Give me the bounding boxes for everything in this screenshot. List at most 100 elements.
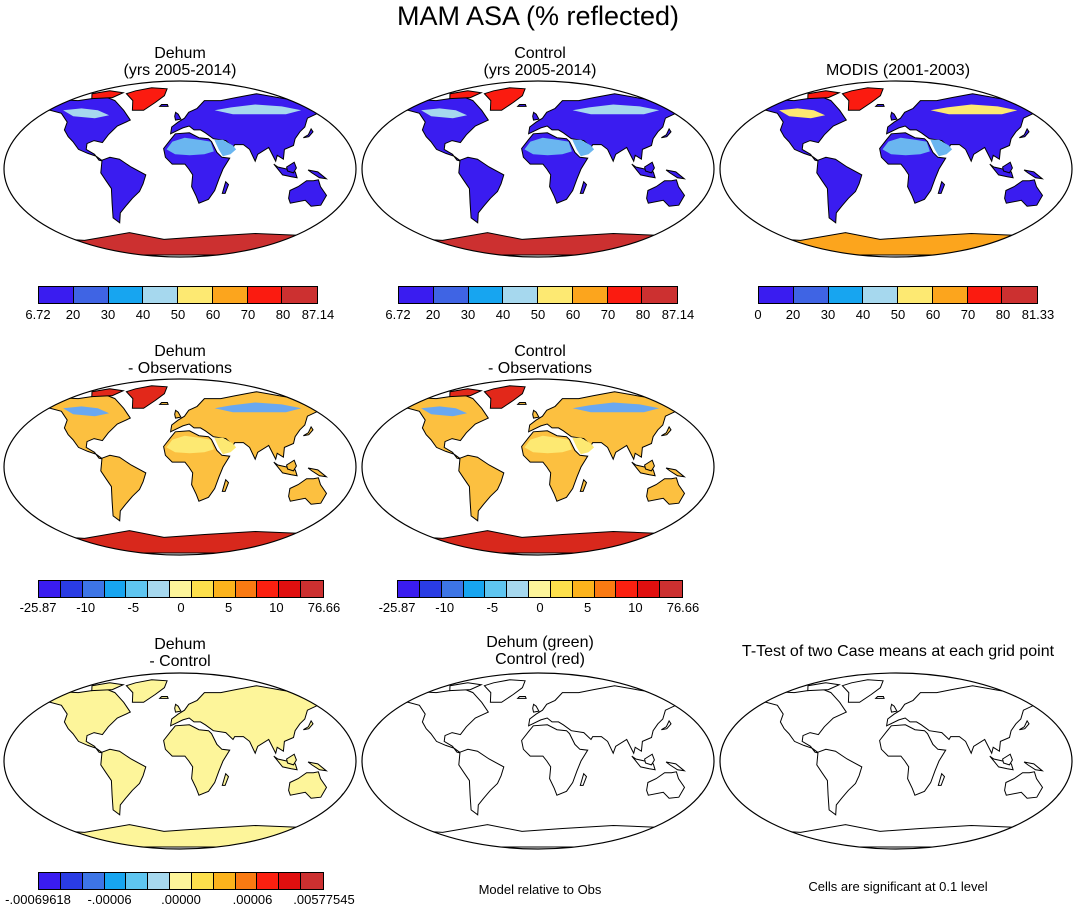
landmass-south-america: [100, 748, 147, 816]
colorbar-swatch: [419, 581, 442, 597]
title-line: (yrs 2005-2014): [123, 62, 237, 79]
title-line: Dehum (green): [486, 634, 594, 651]
colorbar-tick-label: 0: [536, 600, 544, 615]
colorbar-tick-label: 87.14: [301, 307, 335, 322]
landmass-borneo: [1002, 161, 1013, 174]
landmass-north-america: [36, 96, 132, 162]
landmass-south-america: [458, 454, 505, 522]
landmass-new-guinea: [1023, 169, 1045, 180]
title-line: MODIS (2001-2003): [825, 62, 971, 79]
colorbar-swatch: [660, 581, 682, 597]
panel-title-control: Control (yrs 2005-2014): [360, 45, 720, 79]
landmass-arabia: [214, 437, 237, 455]
landmass-boreal-russia: [572, 402, 660, 413]
landmass-borneo: [286, 459, 297, 472]
colorbar-swatch: [148, 581, 171, 597]
colorbar-swatch: [212, 287, 248, 303]
landmass-japan: [661, 719, 672, 731]
landmass-australia: [288, 771, 328, 799]
map-border: [361, 378, 715, 556]
colorbar-tick-label: -.00069618: [5, 892, 71, 907]
landmass-australia: [288, 179, 328, 207]
landmass-japan: [303, 127, 314, 139]
map-control: [360, 80, 716, 258]
landmass-borneo: [286, 161, 297, 174]
title-line: Control: [514, 45, 566, 62]
landmass-south-america: [458, 156, 505, 224]
landmass-iceland: [874, 696, 885, 699]
landmass-new-zealand: [332, 499, 348, 513]
colorbar-swatch: [301, 873, 323, 889]
landmass-antarctica: [33, 232, 329, 256]
title-line: Dehum: [154, 636, 206, 653]
map-dehum-control: [2, 672, 358, 850]
colorbar-tick-label: .00577545: [293, 892, 355, 907]
colorbar-tick-label: 60: [925, 307, 941, 322]
colorbar-tick-label: 0: [754, 307, 762, 322]
colorbar-swatch: [507, 581, 530, 597]
landmass-africa: [879, 724, 947, 796]
colorbar-swatch: [39, 581, 61, 597]
landmass-uk: [890, 111, 898, 121]
landmass-madagascar: [579, 772, 588, 786]
colorbar-tick-label: 60: [565, 307, 581, 322]
colorbar-swatch: [39, 873, 61, 889]
colorbar-swatch: [82, 873, 105, 889]
colorbar-tick-label: -5: [127, 600, 140, 615]
colorbar-swatch: [191, 581, 214, 597]
colorbar-control: [398, 286, 678, 304]
colorbar-tick-label: 50: [890, 307, 906, 322]
landmass-iceland: [516, 696, 527, 699]
landmass-iceland: [516, 402, 527, 405]
landmass-new-guinea: [307, 761, 329, 772]
landmass-greenland: [483, 679, 526, 703]
colorbar-swatch: [247, 287, 283, 303]
colorbar-swatch: [463, 581, 486, 597]
landmass-arctic-islands: [91, 682, 125, 692]
colorbar-tick-label: 10: [628, 600, 643, 615]
colorbar-tick-label: 81.33: [1021, 307, 1055, 322]
colorbar-tick-label: -10: [76, 600, 96, 615]
colorbar-swatch: [485, 581, 508, 597]
landmass-new-zealand: [1048, 793, 1064, 807]
colorbar-swatch: [279, 873, 302, 889]
landmass-australia: [646, 179, 686, 207]
colorbar-swatch: [398, 581, 420, 597]
colorbar-tick-label: 50: [170, 307, 186, 322]
landmass-greenland: [483, 87, 526, 111]
landmass-greenland: [841, 87, 884, 111]
landmass-uk: [532, 409, 540, 419]
landmass-boreal-canada: [779, 108, 826, 119]
landmass-north-america: [394, 96, 490, 162]
landmass-indonesia: [273, 163, 298, 179]
panel-title-dehum: Dehum (yrs 2005-2014): [0, 45, 360, 79]
world-map-svg: [361, 672, 715, 850]
colorbar-labels-control: 6.72 20 30 40 50 60 70 80 87.14: [385, 307, 694, 323]
landmass-north-america: [394, 688, 490, 754]
colorbar-labels-dehum: 6.72 20 30 40 50 60 70 80 87.14: [25, 307, 334, 323]
landmass-boreal-russia: [572, 104, 660, 115]
colorbar-labels-control-obs: -25.87 -10 -5 0 5 10 76.66: [379, 600, 700, 616]
colorbar-swatch: [39, 287, 74, 303]
landmass-boreal-canada: [421, 108, 468, 119]
colorbar-swatch: [529, 581, 551, 597]
landmass-australia: [646, 477, 686, 505]
landmass-madagascar: [937, 180, 946, 194]
colorbar-dehum-control: [38, 872, 324, 890]
colorbar-tick-label: 76.66: [666, 600, 700, 615]
landmass-iceland: [874, 104, 885, 107]
landmass-eurasia: [885, 685, 1051, 755]
panel-title-ttest: T-Test of two Case means at each grid po…: [718, 643, 1076, 660]
landmass-arabia: [214, 139, 237, 157]
colorbar-swatch: [967, 287, 1003, 303]
colorbar-tick-label: 80: [995, 307, 1011, 322]
colorbar-tick-label: 6.72: [25, 307, 51, 322]
landmass-new-guinea: [665, 169, 687, 180]
colorbar-tick-label: 70: [960, 307, 976, 322]
landmass-south-america: [816, 748, 863, 816]
landmass-uk: [532, 111, 540, 121]
landmass-new-guinea: [665, 467, 687, 478]
colorbar-labels-dehum-obs: -25.87 -10 -5 0 5 10 76.66: [20, 600, 341, 616]
landmass-indonesia: [273, 461, 298, 477]
landmass-sahara: [166, 137, 214, 156]
